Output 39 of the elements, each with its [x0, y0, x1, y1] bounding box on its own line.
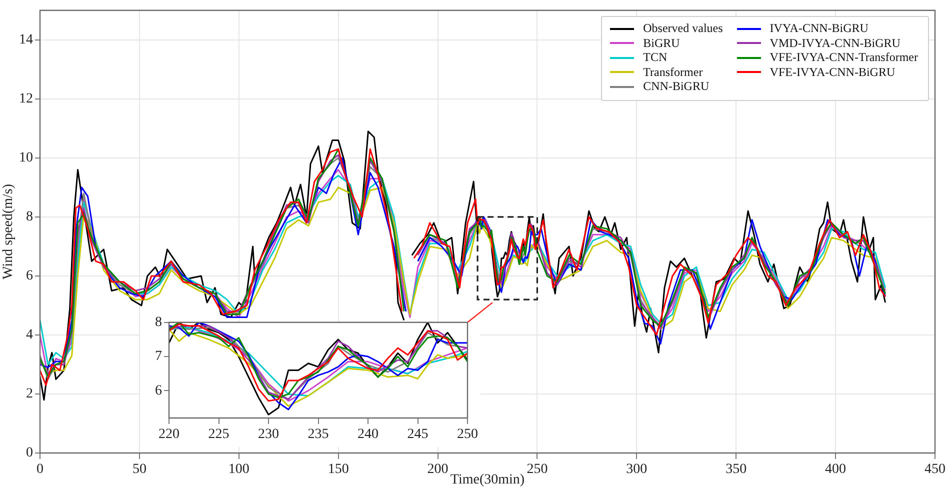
y-tick-label: 2 — [26, 386, 33, 402]
legend-label: VFE-IVYA-CNN-Transformer — [770, 50, 918, 65]
legend-label: TCN — [643, 50, 668, 65]
y-axis-title: Wind speed(m/s) — [1, 184, 16, 280]
legend-label: Observed values — [643, 21, 723, 36]
y-tick-label: 8 — [155, 315, 162, 330]
x-tick-label: 220 — [158, 427, 180, 442]
y-tick-label: 10 — [19, 150, 33, 166]
x-tick-label: 225 — [208, 427, 230, 442]
x-tick-label: 200 — [427, 462, 448, 478]
x-tick-label: 230 — [258, 427, 279, 442]
y-tick-label: 0 — [26, 446, 33, 461]
y-tick-label: 6 — [26, 268, 33, 284]
legend-label: IVYA-CNN-BiGRU — [770, 21, 868, 36]
x-tick-label: 400 — [825, 462, 846, 478]
x-tick-label: 450 — [924, 462, 946, 478]
y-tick-label: 14 — [19, 32, 33, 48]
x-tick-label: 245 — [407, 427, 428, 442]
y-tick-label: 8 — [26, 210, 33, 225]
y-tick-label: 7 — [155, 349, 162, 364]
y-tick-label: 12 — [19, 92, 33, 107]
x-tick-label: 240 — [358, 427, 378, 442]
x-axis-title: Time(30min) — [450, 472, 525, 488]
x-tick-label: 235 — [308, 427, 329, 442]
x-tick-label: 50 — [132, 462, 146, 478]
x-tick-label: 300 — [626, 462, 648, 478]
x-tick-label: 0 — [36, 462, 44, 478]
x-tick-label: 250 — [457, 427, 478, 442]
y-tick-label: 6 — [155, 383, 162, 398]
x-tick-label: 100 — [228, 462, 250, 478]
legend-label: BiGRU — [643, 36, 680, 50]
legend-label: VFE-IVYA-CNN-BiGRU — [770, 64, 896, 80]
x-tick-label: 350 — [726, 462, 747, 478]
y-tick-label: 4 — [26, 328, 33, 343]
legend-label: CNN-BiGRU — [643, 79, 710, 94]
x-tick-label: 250 — [526, 462, 548, 478]
x-tick-label: 150 — [328, 462, 349, 478]
legend-label: Transformer — [643, 64, 703, 80]
legend-label: VMD-IVYA-CNN-BiGRU — [770, 36, 900, 50]
